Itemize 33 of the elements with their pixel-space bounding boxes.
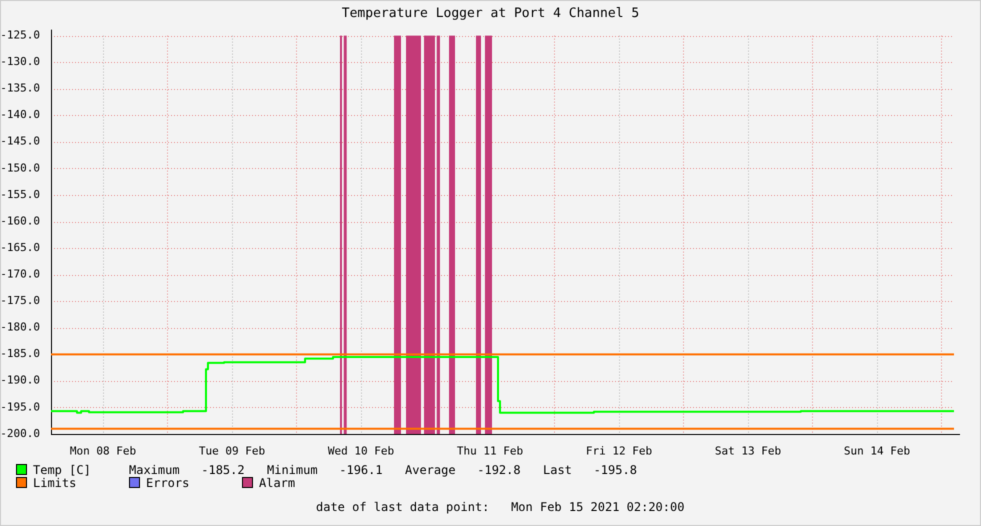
legend-label: Limits: [32, 476, 78, 490]
x-tick-label: Thu 11 Feb: [456, 444, 524, 458]
text: Last -195.8: [543, 463, 638, 477]
x-tick-label: Tue 09 Feb: [198, 444, 266, 458]
y-tick-label: -200.0: [0, 426, 40, 440]
x-tick-label: Sun 14 Feb: [844, 444, 910, 458]
text: Maximum -185.2: [129, 463, 246, 477]
y-tick-label: -170.0: [0, 268, 40, 280]
legend-label: Alarm: [258, 476, 296, 490]
y-tick-label: -195.0: [0, 400, 40, 414]
y-tick-label: -165.0: [0, 240, 40, 254]
legend-label: Temp [C]: [32, 463, 92, 477]
x-tick-label: Wed 10 Feb: [328, 444, 394, 458]
x-tick-label: Fri 12 Feb: [586, 444, 652, 458]
x-tick-label: Sat 13 Feb: [714, 444, 782, 458]
y-tick-label: -190.0: [0, 374, 40, 387]
y-tick-label: -150.0: [0, 161, 40, 174]
y-tick-label: -185.0: [0, 347, 40, 360]
y-tick-label: -135.0: [0, 82, 40, 95]
y-tick-label: -140.0: [0, 108, 40, 122]
y-tick-label: -125.0: [0, 28, 40, 42]
text: Minimum -196.1: [267, 463, 384, 477]
text: Average -192.8: [405, 463, 522, 477]
y-tick-label: -130.0: [0, 55, 40, 68]
y-tick-label: -160.0: [0, 214, 40, 228]
x-tick-label: Mon 08 Feb: [70, 444, 136, 458]
y-tick-label: -180.0: [0, 320, 40, 334]
y-tick-label: -155.0: [0, 188, 40, 201]
legend-label: Errors: [145, 476, 190, 490]
chart-title: Temperature Logger at Port 4 Channel 5: [340, 6, 640, 21]
y-tick-label: -145.0: [0, 134, 40, 148]
text: date of last data point: Mon Feb 15 2021 02:20:00: [316, 500, 684, 514]
y-tick-label: -175.0: [0, 294, 40, 308]
